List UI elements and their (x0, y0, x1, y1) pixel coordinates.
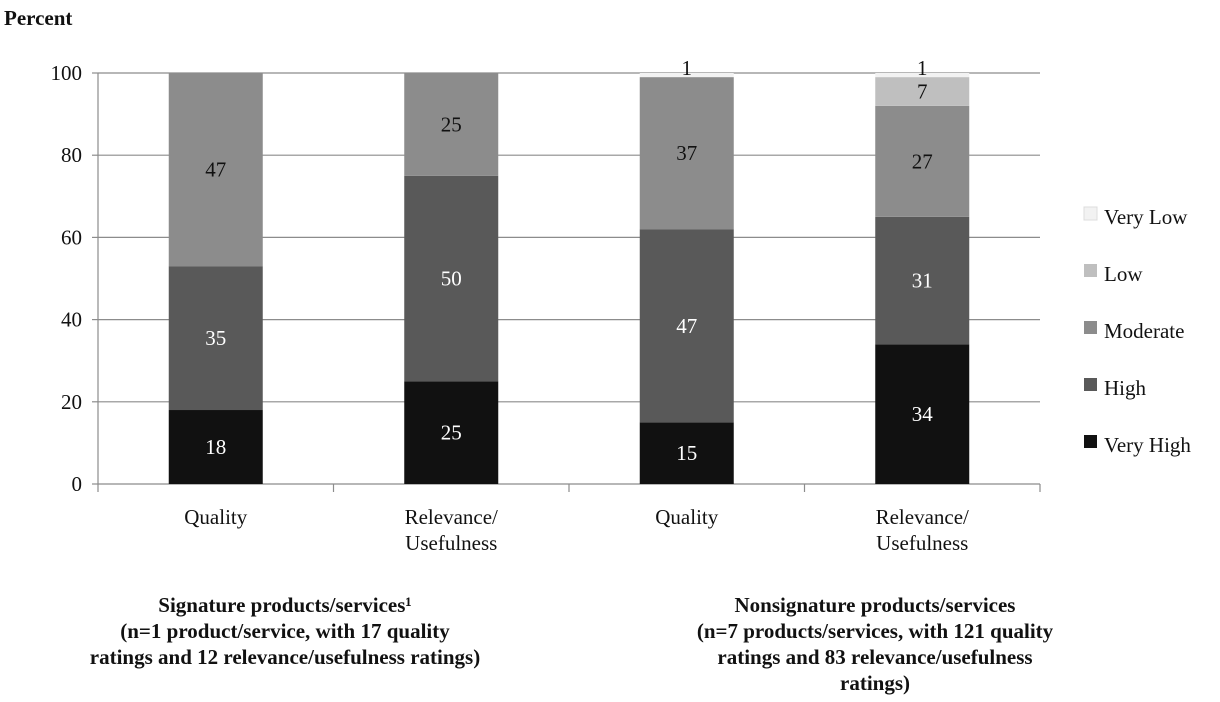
bar-segment-high (168, 266, 263, 411)
data-label: 18 (205, 435, 226, 459)
legend-swatch-low (1084, 264, 1097, 277)
group-title-line: Nonsignature products/services (734, 593, 1016, 617)
bar-segment-very-high (639, 422, 734, 484)
y-tick-label: 100 (51, 61, 83, 85)
legend-label: Very High (1104, 433, 1191, 457)
legend-label: Moderate (1104, 319, 1184, 343)
x-tick-label: Quality (655, 505, 718, 529)
data-label: 50 (441, 267, 462, 291)
group-title-nonsignature: Nonsignature products/services (n=7 prod… (640, 592, 1110, 696)
group-title-line: Signature products/services¹ (158, 593, 412, 617)
y-tick-label: 80 (61, 143, 82, 167)
y-tick-label: 60 (61, 225, 82, 249)
y-tick-label: 20 (61, 390, 82, 414)
group-title-line: (n=7 products/services, with 121 quality (696, 619, 1054, 643)
data-label: 25 (441, 421, 462, 445)
group-title-line: ratings and 83 relevance/usefulness (717, 645, 1033, 669)
legend-label: Low (1104, 262, 1143, 286)
legend-swatch-very-low (1083, 206, 1098, 221)
group-title-signature: Signature products/services¹ (n=1 produc… (50, 592, 520, 670)
bar-segment-moderate (639, 77, 734, 230)
group-title-line: ratings and 12 relevance/usefulness rati… (89, 645, 481, 669)
x-tick-label: Relevance/ (405, 505, 498, 529)
x-tick-label: Relevance/ (876, 505, 969, 529)
data-label: 31 (912, 269, 933, 293)
data-label: 47 (205, 158, 226, 182)
data-label: 37 (676, 141, 697, 165)
y-tick-label: 0 (72, 472, 83, 496)
x-tick-label: Usefulness (876, 531, 968, 555)
data-label: 27 (912, 149, 933, 173)
data-label: 7 (917, 79, 928, 103)
bar-segment-moderate (168, 73, 263, 267)
data-label: 25 (441, 112, 462, 136)
x-tick-label: Quality (184, 505, 247, 529)
x-tick-label: Usefulness (405, 531, 497, 555)
bar-segment-moderate (875, 105, 970, 217)
data-label: 35 (205, 326, 226, 350)
data-label: 34 (912, 402, 934, 426)
legend-label: Very Low (1104, 205, 1188, 229)
bar-segment-high (639, 229, 734, 423)
data-label: 47 (676, 314, 697, 338)
bar-segment-low (875, 77, 970, 106)
group-title-line: (n=1 product/service, with 17 quality (120, 619, 450, 643)
legend-swatch-very-high (1084, 435, 1097, 448)
y-axis-label: Percent (4, 6, 73, 30)
bar-segment-very-high (404, 381, 499, 484)
data-label: 1 (682, 56, 693, 80)
group-title-line: ratings) (840, 671, 910, 695)
bar-segment-very-low (639, 73, 734, 78)
y-tick-label: 40 (61, 308, 82, 332)
legend-label: High (1104, 376, 1147, 400)
data-label: 15 (676, 441, 697, 465)
bar-segment-very-high (875, 344, 970, 484)
bar-segment-high (404, 175, 499, 382)
bar-segment-very-low (875, 73, 970, 78)
legend-swatch-moderate (1084, 321, 1097, 334)
data-label: 1 (917, 56, 928, 80)
legend-swatch-high (1084, 378, 1097, 391)
bar-segment-moderate (404, 73, 499, 176)
bar-segment-high (875, 216, 970, 345)
bar-segment-very-high (168, 410, 263, 484)
